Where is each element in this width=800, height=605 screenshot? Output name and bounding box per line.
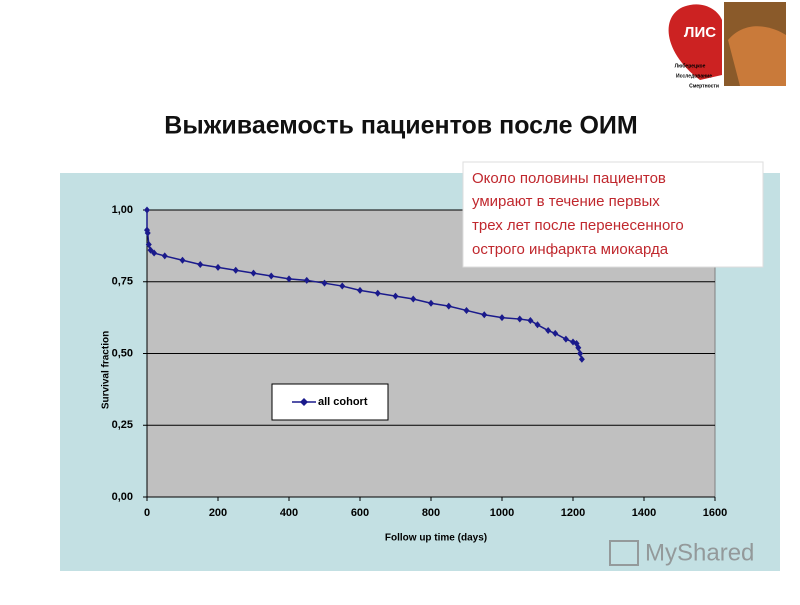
x-tick-label: 1200 [561, 507, 585, 519]
data-point [303, 276, 310, 284]
data-point [268, 272, 275, 280]
data-point [144, 229, 151, 237]
data-point [481, 311, 488, 319]
legend [271, 383, 389, 421]
data-point [145, 240, 152, 248]
annotation-line: трех лет после перенесенного [472, 217, 684, 234]
x-tick-label: 200 [209, 507, 227, 519]
logo-line: Люберецкое [675, 62, 706, 69]
data-point [428, 299, 434, 307]
data-point [562, 335, 569, 343]
data-point [232, 266, 239, 274]
data-point [499, 314, 505, 322]
x-tick-label: 1600 [703, 507, 727, 519]
logo-line: Смертности [689, 83, 719, 89]
data-point [552, 329, 559, 337]
annotation-line: острого инфаркта миокарда [472, 241, 669, 258]
data-point [339, 282, 346, 290]
data-point [250, 269, 257, 277]
watermark-icon [609, 540, 639, 566]
annotation-box [462, 161, 764, 268]
x-axis-label: Follow up time (days) [385, 533, 487, 544]
data-point [534, 321, 541, 329]
data-point [392, 292, 399, 300]
y-tick-label: 0,75 [112, 276, 133, 288]
data-point [161, 252, 168, 260]
watermark: MyShared [645, 539, 754, 566]
x-tick-label: 1000 [490, 507, 514, 519]
data-point [374, 289, 381, 297]
logo-fox-fur [728, 26, 786, 86]
chart: 0,00 0,25 0,50 0,75 1,00 0 200 400 600 800 1000 120… [112, 204, 728, 519]
data-point [151, 249, 158, 257]
logo-heart [668, 4, 722, 80]
data-point [516, 315, 523, 323]
data-point [147, 246, 154, 254]
logo: ЛИС Люберецкое Исследование Смертности [668, 2, 786, 89]
data-point [545, 327, 552, 335]
y-tick-label: 0,50 [112, 347, 133, 359]
data-point [527, 316, 534, 324]
legend-label: all cohort [318, 396, 368, 408]
data-point [321, 279, 328, 287]
data-point [575, 344, 582, 352]
x-tick-label: 800 [422, 507, 440, 519]
data-point [578, 355, 585, 363]
data-point [410, 295, 417, 303]
y-tick-label: 0,25 [112, 419, 133, 431]
data-point [357, 286, 363, 294]
data-point [445, 302, 452, 310]
y-tick-label: 0,00 [112, 491, 133, 503]
data-point [197, 261, 204, 269]
data-point [215, 263, 221, 271]
slide-title: Выживаемость пациентов после ОИМ [164, 112, 637, 140]
data-point [144, 206, 150, 214]
data-point [463, 306, 470, 314]
logo-line: Исследование [676, 73, 712, 79]
x-tick-label: 600 [351, 507, 369, 519]
annotation-line: Около половины пациентов [472, 170, 666, 187]
x-tick-label: 400 [280, 507, 298, 519]
annotation-line: умирают в течение первых [472, 193, 660, 210]
legend-marker [300, 398, 308, 406]
data-point [577, 350, 584, 357]
logo-text: ЛИС [684, 24, 716, 41]
data-point [179, 256, 186, 264]
x-tick-label: 0 [144, 507, 150, 519]
x-tick-label: 1400 [632, 507, 656, 519]
y-tick-label: 1,00 [112, 204, 133, 216]
data-point [286, 275, 292, 283]
y-axis-label: Survival fraction [101, 331, 112, 409]
